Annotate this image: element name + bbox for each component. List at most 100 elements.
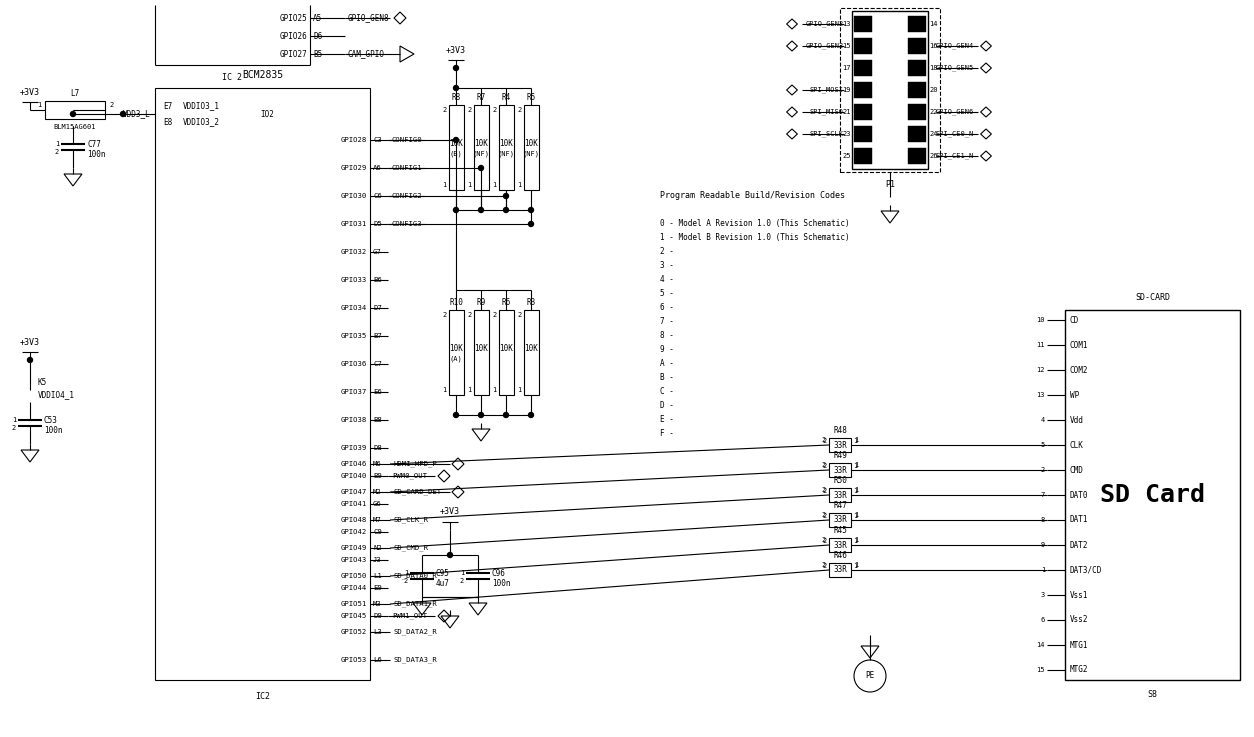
Text: 19: 19 xyxy=(843,87,851,93)
Text: 8 -: 8 - xyxy=(660,330,673,340)
Circle shape xyxy=(454,413,459,417)
Text: 2: 2 xyxy=(55,149,59,155)
Text: 5: 5 xyxy=(1041,442,1045,448)
Text: GPIO40: GPIO40 xyxy=(341,473,367,479)
Text: 1: 1 xyxy=(404,570,408,576)
Text: J3: J3 xyxy=(372,557,381,563)
Text: SPI_SCLK: SPI_SCLK xyxy=(810,130,844,137)
Text: GPIO28: GPIO28 xyxy=(341,137,367,143)
Text: B7: B7 xyxy=(372,333,381,339)
Text: 20: 20 xyxy=(929,87,938,93)
Text: 10K: 10K xyxy=(524,139,538,148)
Text: SPI_MOSI: SPI_MOSI xyxy=(810,87,844,94)
Text: Program Readable Build/Revision Codes: Program Readable Build/Revision Codes xyxy=(660,190,845,200)
Text: SD Card: SD Card xyxy=(1100,483,1205,507)
Text: 21: 21 xyxy=(843,109,851,115)
Bar xyxy=(840,8,940,172)
Text: 10K: 10K xyxy=(449,344,463,353)
Text: GPIO27: GPIO27 xyxy=(280,49,307,58)
Text: G7: G7 xyxy=(372,249,381,255)
Text: 2: 2 xyxy=(493,107,497,113)
Text: +3V3: +3V3 xyxy=(20,338,40,346)
Text: GPIO52: GPIO52 xyxy=(341,629,367,635)
Bar xyxy=(829,463,851,477)
Text: DAT1: DAT1 xyxy=(1070,515,1088,525)
Bar xyxy=(155,88,370,680)
Text: 2: 2 xyxy=(823,488,826,494)
Text: 16: 16 xyxy=(929,43,938,49)
Bar xyxy=(523,105,538,190)
Text: 2: 2 xyxy=(443,312,446,318)
Text: GPIO_GEN5: GPIO_GEN5 xyxy=(935,65,974,71)
Text: 22: 22 xyxy=(929,109,938,115)
Text: 33R: 33R xyxy=(833,466,846,475)
Text: Vdd: Vdd xyxy=(1070,416,1083,425)
Text: 25: 25 xyxy=(843,153,851,159)
Text: C3: C3 xyxy=(372,137,381,143)
Text: 1: 1 xyxy=(854,537,858,543)
Text: GPIO26: GPIO26 xyxy=(280,32,307,41)
Text: 33R: 33R xyxy=(833,540,846,550)
Bar xyxy=(45,101,105,119)
Text: 2: 2 xyxy=(821,562,826,568)
Text: 1: 1 xyxy=(853,513,858,519)
Text: R5: R5 xyxy=(527,93,535,102)
Bar xyxy=(854,82,872,98)
Text: 2: 2 xyxy=(443,107,446,113)
Text: CLK: CLK xyxy=(1070,441,1083,450)
Text: SPI_MISO: SPI_MISO xyxy=(810,108,844,115)
Text: 100n: 100n xyxy=(44,425,63,435)
Text: GPIO49: GPIO49 xyxy=(341,545,367,551)
Text: GPIO_GEN4: GPIO_GEN4 xyxy=(935,43,974,49)
Text: GPIO_GEN6: GPIO_GEN6 xyxy=(935,108,974,115)
Circle shape xyxy=(504,208,509,212)
Text: GPIO47: GPIO47 xyxy=(341,489,367,495)
Text: VDD3_L: VDD3_L xyxy=(123,110,150,119)
Circle shape xyxy=(504,413,509,417)
Text: 1: 1 xyxy=(460,570,464,576)
Text: GPIO51: GPIO51 xyxy=(341,601,367,607)
Bar xyxy=(829,438,851,452)
Text: GPIO39: GPIO39 xyxy=(341,445,367,451)
Text: C77: C77 xyxy=(87,139,100,148)
Text: E8: E8 xyxy=(163,117,172,127)
Text: CONFIG2: CONFIG2 xyxy=(393,193,423,199)
Text: 2: 2 xyxy=(823,463,826,469)
Text: GPIO31: GPIO31 xyxy=(341,221,367,227)
Text: 2 -: 2 - xyxy=(660,246,673,256)
Text: E7: E7 xyxy=(163,102,172,111)
Circle shape xyxy=(120,111,125,116)
Text: B6: B6 xyxy=(372,277,381,283)
Text: C -: C - xyxy=(660,386,673,396)
Text: 15: 15 xyxy=(1037,667,1045,673)
Text: M2: M2 xyxy=(372,489,381,495)
Text: 33R: 33R xyxy=(833,565,846,575)
Bar xyxy=(449,310,464,395)
Text: 10K: 10K xyxy=(474,344,488,353)
Bar xyxy=(908,60,925,76)
Text: 15: 15 xyxy=(843,43,851,49)
Text: DAT3/CD: DAT3/CD xyxy=(1070,565,1102,575)
Text: 2: 2 xyxy=(404,578,408,584)
Text: 2: 2 xyxy=(821,537,826,543)
Text: CD: CD xyxy=(1070,315,1080,324)
Bar xyxy=(829,563,851,577)
Text: SD_DATA0_R: SD_DATA0_R xyxy=(393,573,436,579)
Text: 33R: 33R xyxy=(833,491,846,500)
Text: 33R: 33R xyxy=(833,515,846,525)
Text: C7: C7 xyxy=(372,361,381,367)
Text: 17: 17 xyxy=(843,65,851,71)
Text: R49: R49 xyxy=(833,451,846,460)
Text: 1: 1 xyxy=(854,512,858,518)
Text: 13: 13 xyxy=(843,21,851,27)
Text: +3V3: +3V3 xyxy=(440,508,460,517)
Text: VDDIO3_2: VDDIO3_2 xyxy=(183,117,219,127)
Text: CONFIG1: CONFIG1 xyxy=(393,165,423,171)
Text: GPIO35: GPIO35 xyxy=(341,333,367,339)
Bar xyxy=(908,38,925,54)
Text: 1: 1 xyxy=(853,463,858,469)
Text: 2: 2 xyxy=(460,578,464,584)
Text: (A): (A) xyxy=(450,355,463,362)
Bar xyxy=(854,60,872,76)
Bar xyxy=(908,82,925,98)
